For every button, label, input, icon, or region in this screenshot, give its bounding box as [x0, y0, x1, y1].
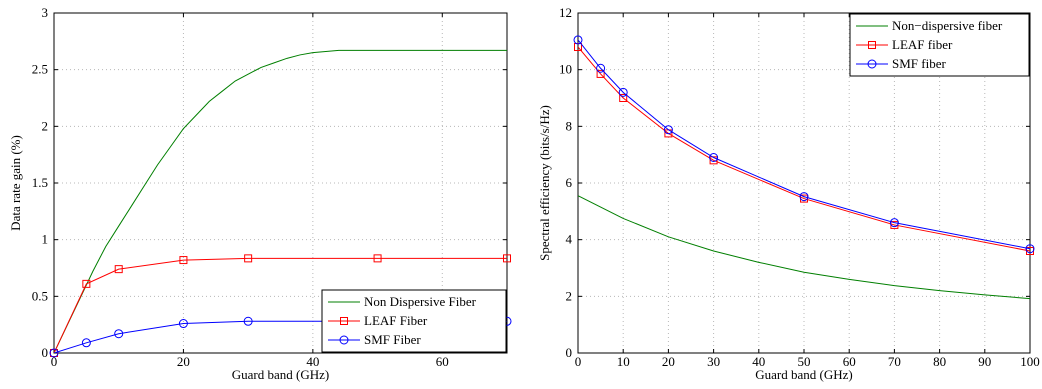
- x-tick-label: 20: [177, 354, 190, 369]
- y-tick-label: 4: [566, 232, 573, 247]
- data-point-circle: [573, 35, 583, 45]
- y-tick-label: 1.5: [32, 175, 48, 190]
- x-tick-label: 30: [707, 354, 720, 369]
- chart-spectral-efficiency: 0 10 20 30 40 50 60 70 80 90 100 0 2 4 6 8 10 12 Guard ban…: [537, 5, 1040, 382]
- grid-lines: [54, 13, 507, 353]
- data-point-circle: [81, 338, 91, 348]
- legend-entry-label: Non−dispersive fiber: [892, 18, 1003, 33]
- y-tick-label: 1: [42, 232, 49, 247]
- data-point-circle: [709, 153, 719, 162]
- x-tick-label: 50: [798, 354, 811, 369]
- legend-entry-label: SMF fiber: [892, 56, 946, 71]
- data-point-square: [596, 69, 605, 78]
- legend-entry-label: Non Dispersive Fiber: [364, 294, 477, 309]
- x-tick-label: 0: [575, 354, 582, 369]
- legend-swatch-marker: [868, 41, 876, 49]
- y-tick-label: 2: [566, 288, 573, 303]
- x-tick-label: 20: [662, 354, 675, 369]
- series-line: [578, 46, 1030, 252]
- data-point-circle: [49, 348, 59, 358]
- series-1: [578, 195, 1030, 300]
- x-axis-label: Guard band (GHz): [755, 367, 852, 382]
- data-point-circle: [663, 125, 673, 135]
- y-tick-label: 0.5: [32, 288, 48, 303]
- legend-swatch-marker: [339, 335, 349, 345]
- y-tick-label: 12: [559, 5, 572, 20]
- legend-entry-label: SMF Fiber: [364, 332, 421, 347]
- data-point-circle: [243, 316, 253, 326]
- series-line: [54, 257, 507, 353]
- legend-swatch-marker: [867, 59, 877, 69]
- legend: Non Dispersive Fiber LEAF Fiber SMF Fiber: [321, 289, 507, 353]
- x-tick-label: 60: [436, 354, 449, 369]
- axis-ticks: 0 10 20 30 40 50 60 70 80 90 100 0 2 4 6 8 10 12: [559, 5, 1040, 369]
- data-point-circle: [1025, 244, 1035, 254]
- data-point-square: [114, 265, 123, 274]
- x-tick-label: 70: [888, 354, 901, 369]
- y-tick-label: 3: [42, 5, 49, 20]
- x-tick-label: 10: [617, 354, 630, 369]
- legend-entry-label: LEAF fiber: [892, 37, 953, 52]
- data-point-square: [373, 254, 382, 263]
- series-1: [54, 49, 507, 353]
- legend-entry-label: LEAF Fiber: [364, 313, 428, 328]
- chart-data-rate-gain: 0 20 40 60 0 0.5 1 1.5 2 2.5 3 Guard band (GHz) Data…: [8, 5, 512, 382]
- y-tick-label: 6: [566, 175, 573, 190]
- x-tick-label: 40: [752, 354, 765, 369]
- data-point-square: [709, 156, 718, 165]
- y-tick-label: 0: [566, 345, 573, 360]
- data-point-circle: [114, 329, 124, 339]
- x-tick-label: 100: [1020, 354, 1040, 369]
- data-point-square: [179, 256, 188, 265]
- data-point-circle: [178, 319, 188, 329]
- x-tick-label: 0: [51, 354, 58, 369]
- y-tick-label: 8: [566, 118, 573, 133]
- data-point-circle: [618, 87, 628, 97]
- data-point-circle: [596, 63, 606, 73]
- y-tick-label: 2.5: [32, 62, 48, 77]
- data-point-square: [503, 254, 511, 263]
- legend-swatch-marker: [340, 317, 348, 325]
- data-point-square: [619, 94, 628, 102]
- x-tick-label: 60: [843, 354, 856, 369]
- legend: Non−dispersive fiber LEAF fiber SMF fiber: [849, 13, 1030, 77]
- series-line: [578, 195, 1030, 300]
- data-point-square: [244, 254, 253, 263]
- x-tick-label: 90: [978, 354, 991, 369]
- data-point-circle: [889, 218, 899, 228]
- x-tick-label: 80: [933, 354, 946, 369]
- data-point-circle: [799, 192, 809, 202]
- y-axis-label: Spectral efficiency (bits/s/Hz): [537, 105, 552, 261]
- series-line: [54, 49, 507, 353]
- y-tick-label: 2: [42, 118, 49, 133]
- data-point-square: [82, 279, 91, 288]
- series-line: [578, 39, 1030, 250]
- x-axis-label: Guard band (GHz): [232, 367, 329, 382]
- y-axis-label: Data rate gain (%): [8, 135, 23, 231]
- legend-box: [849, 13, 1030, 77]
- y-tick-label: 0: [42, 345, 49, 360]
- y-tick-label: 10: [559, 62, 572, 77]
- x-tick-label: 40: [306, 354, 319, 369]
- series-3: [573, 35, 1035, 254]
